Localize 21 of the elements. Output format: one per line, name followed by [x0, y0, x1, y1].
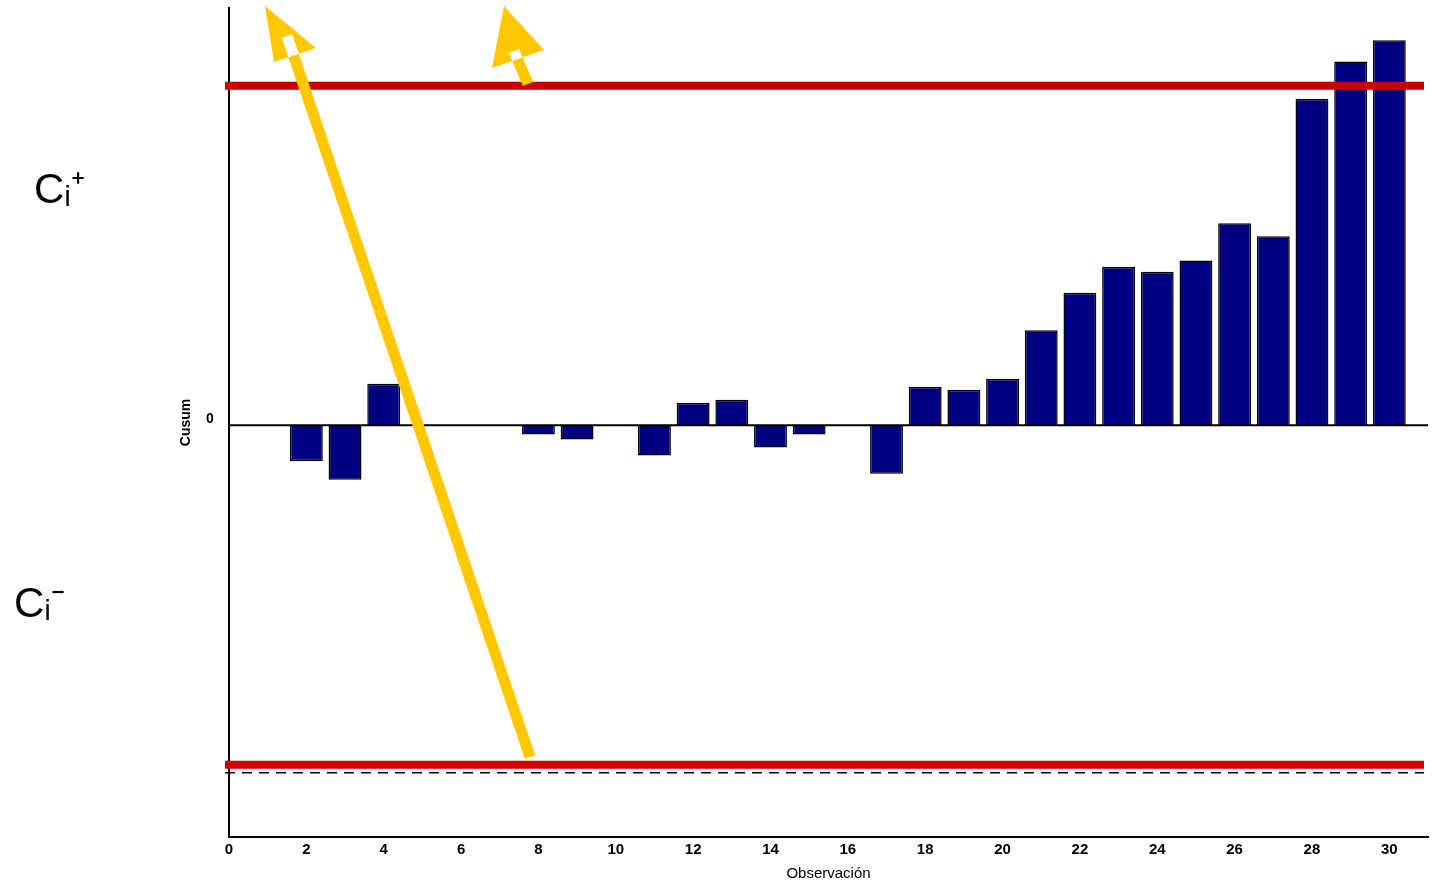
text: Cᵢ⁻ — [14, 579, 65, 626]
x-tick-label: 4 — [379, 840, 389, 858]
x-axis-title: Observación — [786, 864, 871, 882]
x-tick-label: 22 — [1071, 840, 1089, 858]
x-tick-label: 2 — [302, 840, 311, 858]
x-tick-label: 28 — [1303, 840, 1321, 858]
text: Cᵢ⁺ — [34, 165, 85, 212]
y-axis-title: Cusum — [177, 398, 194, 447]
x-tick-label: 6 — [456, 840, 466, 858]
x-tick-label: 14 — [762, 840, 780, 858]
x-tick-label: 26 — [1226, 840, 1243, 858]
x-tick-label: 12 — [684, 840, 702, 858]
x-tick-label: 30 — [1380, 840, 1398, 858]
x-tick-label: 10 — [607, 840, 625, 858]
x-tick-label: 0 — [224, 840, 234, 858]
x-tick-label: 18 — [916, 840, 934, 858]
x-tick-label: 24 — [1148, 840, 1167, 858]
text: 0 — [206, 410, 214, 426]
x-tick-label: 8 — [534, 840, 543, 858]
x-tick-label: 16 — [839, 840, 857, 858]
x-tick-label: 20 — [994, 840, 1011, 858]
